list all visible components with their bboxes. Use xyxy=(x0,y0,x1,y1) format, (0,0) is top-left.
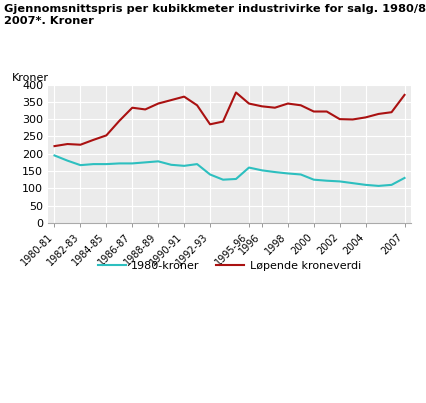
Løpende kroneverdi xyxy=(298,103,303,108)
Løpende kroneverdi xyxy=(91,137,96,142)
1980-kroner xyxy=(285,171,291,176)
Løpende kroneverdi xyxy=(324,109,329,114)
Løpende kroneverdi xyxy=(389,110,394,114)
Line: Løpende kroneverdi: Løpende kroneverdi xyxy=(55,92,405,146)
Løpende kroneverdi xyxy=(285,101,291,106)
1980-kroner xyxy=(207,172,213,177)
1980-kroner xyxy=(65,158,70,163)
1980-kroner xyxy=(78,163,83,168)
Løpende kroneverdi xyxy=(363,115,368,120)
1980-kroner xyxy=(298,172,303,177)
Løpende kroneverdi xyxy=(311,109,317,114)
Løpende kroneverdi xyxy=(350,117,355,122)
1980-kroner xyxy=(195,162,200,166)
Løpende kroneverdi xyxy=(376,112,381,116)
1980-kroner xyxy=(389,183,394,187)
1980-kroner xyxy=(52,153,57,158)
Løpende kroneverdi xyxy=(130,105,135,110)
Løpende kroneverdi xyxy=(104,133,109,138)
1980-kroner xyxy=(104,162,109,166)
1980-kroner xyxy=(246,165,251,170)
Løpende kroneverdi xyxy=(169,98,174,102)
1980-kroner xyxy=(376,183,381,188)
Løpende kroneverdi xyxy=(181,94,187,99)
1980-kroner xyxy=(91,162,96,166)
1980-kroner xyxy=(350,181,355,185)
Line: 1980-kroner: 1980-kroner xyxy=(55,156,405,186)
Løpende kroneverdi xyxy=(259,104,265,109)
1980-kroner xyxy=(143,160,148,165)
1980-kroner xyxy=(311,177,317,182)
Løpende kroneverdi xyxy=(195,103,200,108)
Løpende kroneverdi xyxy=(78,142,83,147)
Løpende kroneverdi xyxy=(117,118,122,123)
1980-kroner xyxy=(363,183,368,187)
Løpende kroneverdi xyxy=(233,90,239,95)
Løpende kroneverdi xyxy=(143,107,148,112)
1980-kroner xyxy=(130,161,135,166)
Legend: 1980-kroner, Løpende kroneverdi: 1980-kroner, Løpende kroneverdi xyxy=(94,257,366,276)
Løpende kroneverdi xyxy=(207,122,213,127)
Løpende kroneverdi xyxy=(221,119,226,124)
1980-kroner xyxy=(402,176,407,181)
1980-kroner xyxy=(169,162,174,167)
1980-kroner xyxy=(117,161,122,166)
Løpende kroneverdi xyxy=(246,101,251,106)
1980-kroner xyxy=(337,179,342,184)
1980-kroner xyxy=(233,177,239,181)
1980-kroner xyxy=(272,170,277,174)
1980-kroner xyxy=(181,163,187,168)
Løpende kroneverdi xyxy=(52,144,57,149)
Løpende kroneverdi xyxy=(337,117,342,122)
Løpende kroneverdi xyxy=(272,105,277,110)
Løpende kroneverdi xyxy=(155,101,161,106)
1980-kroner xyxy=(324,178,329,183)
1980-kroner xyxy=(155,159,161,164)
Text: Kroner: Kroner xyxy=(12,73,49,83)
1980-kroner xyxy=(259,168,265,173)
Løpende kroneverdi xyxy=(65,141,70,146)
Text: Gjennomsnittspris per kubikkmeter industrivirke for salg. 1980/81-
2007*. Kroner: Gjennomsnittspris per kubikkmeter indust… xyxy=(4,4,426,26)
Løpende kroneverdi xyxy=(402,92,407,97)
1980-kroner xyxy=(221,177,226,182)
